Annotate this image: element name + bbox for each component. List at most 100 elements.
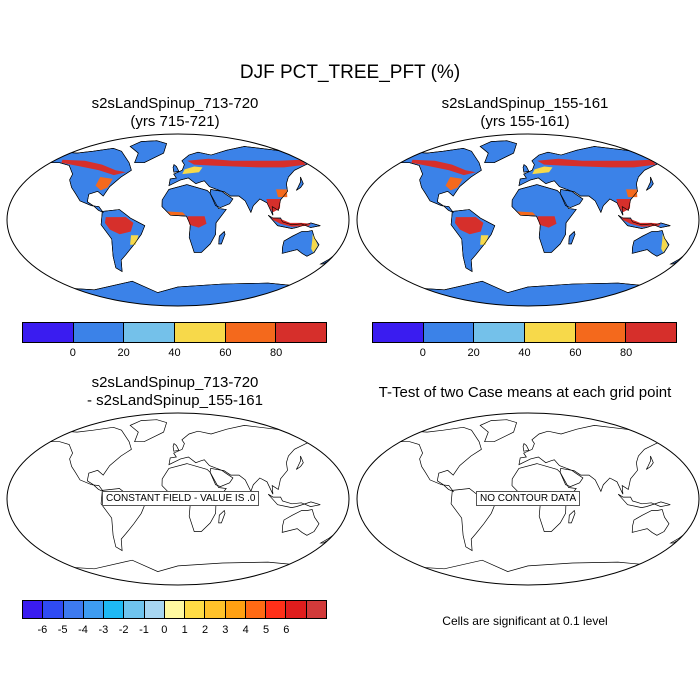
map-case2-forest-east-us [445,177,463,191]
map-case2-coast-greenland [479,140,517,163]
map-ttest-border [356,412,700,586]
colorbar-diff-ticks: -6 -5 -4 -3 -2 -1 0 1 2 3 4 5 6 [22,624,327,640]
map-diff-land-arabia [209,467,234,487]
colorbar-diff-swatch-8 [185,601,206,618]
map-case2-coast-madagascar [568,230,576,245]
colorbar-diff-ticks-label-4: -2 [118,624,129,636]
colorbar-diff-swatch-7 [164,601,186,618]
colorbar-diff-swatch-4 [104,601,125,618]
map-case2-forest-boreal-eu [537,158,656,168]
map-case2-coast-north-america [397,147,482,214]
colorbar-case1-swatch-4 [225,323,277,342]
map-case1-coast-africa [161,184,227,253]
colorbar-diff-ticks-label-5: -1 [139,624,149,636]
colorbar-case2-swatch-1 [423,323,475,342]
colorbar-diff-ticks-label-11: 5 [262,624,270,636]
colorbar-case1 [22,322,327,343]
colorbar-diff-swatch-0 [23,601,44,618]
colorbar-diff-ticks-label-10: 4 [242,624,249,636]
map-case1-forest-se-asia [266,199,281,213]
colorbar-diff-swatch-1 [43,601,64,618]
map-ttest-land-indonesia [617,493,671,508]
map-case1-coast-australia [281,230,320,257]
colorbar-case2-swatch-5 [626,323,677,342]
colorbar-diff-swatch-5 [124,601,145,618]
panel-title-ttest: T-Test of two Case means at each grid po… [360,384,690,402]
map-ttest-land-japan [645,455,654,470]
colorbar-diff-ticks-label-3: -3 [98,624,109,636]
significance-note: Cells are significant at 0.1 level [442,614,608,628]
colorbar-case1-swatch-5 [276,323,327,342]
map-case1-coast-japan [296,176,304,191]
colorbar-diff-ticks-label-12: 6 [283,624,290,636]
map-ttest-label: NO CONTOUR DATA [476,491,581,506]
colorbar-diff-ticks-label-2: -4 [78,624,88,636]
map-case2-forest-east-australia [661,234,668,253]
map-case2-coast-japan [646,176,654,191]
map-case2-forest-se-asia [616,199,631,213]
map-case2-forest-atlantic-forest [480,235,489,245]
map-case2-coast-africa [511,184,577,253]
map-case2-coast-indonesia [617,214,671,229]
map-case2-forest-congo [537,216,557,228]
colorbar-case2-ticks-label-4: 80 [620,347,633,359]
map-case1-forest-congo [187,216,207,228]
map-diff-land-madagascar [218,509,226,524]
colorbar-diff [22,600,327,619]
colorbar-case1-swatch-3 [175,323,226,342]
map-case1-forest-boreal-eu [187,158,306,168]
map-diff-land-north-america [47,426,132,493]
map-case2-forest-europe-forest [532,166,553,175]
map-case1-coast-indonesia [267,214,321,229]
map-ttest-land-madagascar [568,509,576,524]
colorbar-diff-ticks-label-9: 3 [222,624,229,636]
map-case1-forest-east-us [95,177,113,191]
colorbar-case1-swatch-2 [124,323,176,342]
colorbar-diff-ticks-label-0: -6 [37,624,48,636]
map-diff-land-eurasia [168,425,314,495]
colorbar-diff-swatch-11 [245,601,267,618]
panel-title-case2: s2sLandSpinup_155-161 (yrs 155-161) [375,95,675,131]
map-case2-coast-antarctica [398,280,659,306]
panel-title-diff: s2sLandSpinup_713-720 - s2sLandSpinup_15… [25,374,325,410]
colorbar-diff-ticks-label-6: 0 [161,624,168,636]
map-diff-land-uk [172,443,180,452]
map-case1-forest-amazon [104,217,134,235]
map-diff-border [6,412,350,586]
panel-title-case2-line1: s2sLandSpinup_155-161 [441,95,609,112]
map-diff-land-japan [295,455,304,470]
colorbar-case1-ticks-label-4: 80 [270,347,283,359]
map-case2-forest-amazon [454,217,484,235]
map-case1-border [6,133,350,307]
map-case1-coast-arabia [209,189,234,208]
colorbar-diff-swatch-3 [83,601,105,618]
colorbar-diff-ticks-label-8: 2 [201,624,209,636]
colorbar-diff-swatch-6 [144,601,165,618]
map-case1-coast-greenland [129,140,167,163]
colorbar-diff-swatch-2 [63,601,84,618]
colorbar-case1-ticks-label-0: 0 [69,347,76,359]
colorbar-case2-swatch-2 [474,323,526,342]
map-case1-forest-east-australia [311,234,318,253]
map-case1-coast-antarctica [48,280,309,306]
colorbar-diff-swatch-14 [306,601,326,618]
map-diff-land-indonesia [267,493,321,508]
colorbar-diff-swatch-12 [266,601,287,618]
map-case2-border [356,133,700,307]
colorbar-case1-swatch-1 [73,323,125,342]
map-case2-coast-arabia [559,189,584,208]
colorbar-case2-ticks-label-1: 20 [467,347,480,359]
panel-title-diff-line2: - s2sLandSpinup_155-161 [87,392,263,409]
map-ttest-land-australia [631,509,670,536]
map-ttest-land-eurasia [518,425,664,495]
panel-title-case2-line2: (yrs 155-161) [480,113,570,130]
panel-title-case1: s2sLandSpinup_713-720 (yrs 715-721) [25,95,325,131]
map-case1-coast-uk [172,164,180,173]
map-case1-coast-madagascar [218,230,226,245]
map-ttest-land-north-america [397,426,482,493]
colorbar-case2-ticks-label-2: 40 [518,347,531,359]
map-case2-forest-west-africa [516,211,536,216]
map-case2-forest-boreal-na [411,159,476,176]
colorbar-case1-ticks-label-3: 60 [219,347,232,359]
colorbar-case2-ticks-label-3: 60 [569,347,582,359]
